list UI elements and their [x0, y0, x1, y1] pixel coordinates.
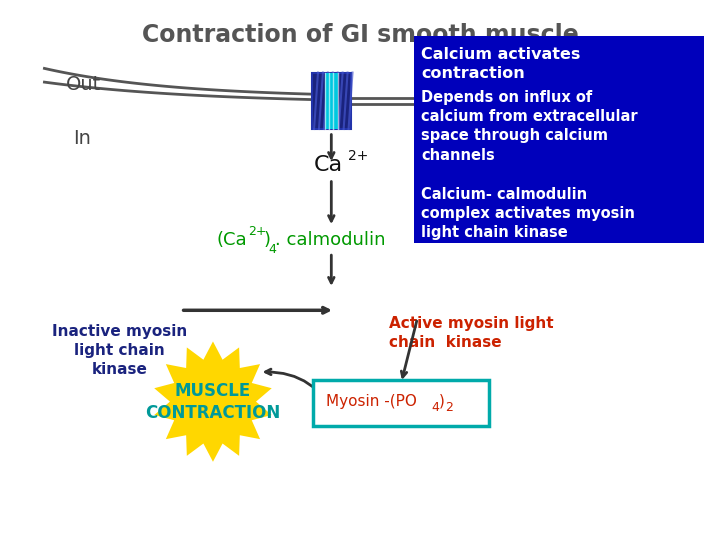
Text: Depends on influx of
calcium from extracellular
space through calcium
channels: Depends on influx of calcium from extrac… — [421, 90, 638, 163]
Text: Calcium- calmodulin
complex activates myosin
light chain kinase: Calcium- calmodulin complex activates my… — [421, 187, 635, 240]
Text: Myosin -(PO: Myosin -(PO — [325, 394, 416, 409]
Text: . calmodulin: . calmodulin — [275, 232, 386, 249]
Polygon shape — [154, 341, 271, 462]
Text: 2+: 2+ — [348, 148, 368, 163]
Text: ): ) — [264, 232, 270, 249]
Text: Contraction of GI smooth muscle: Contraction of GI smooth muscle — [142, 23, 578, 47]
FancyBboxPatch shape — [313, 380, 489, 426]
FancyBboxPatch shape — [325, 72, 338, 129]
Text: Active myosin light
chain  kinase: Active myosin light chain kinase — [389, 316, 553, 350]
FancyBboxPatch shape — [312, 72, 351, 129]
Text: (Ca: (Ca — [217, 232, 247, 249]
Text: 4: 4 — [432, 401, 440, 414]
Text: Calcium activates
contraction: Calcium activates contraction — [421, 47, 580, 81]
Text: Out: Out — [66, 75, 102, 94]
Text: 4: 4 — [268, 243, 276, 256]
Text: 2+: 2+ — [248, 225, 266, 238]
Text: 2: 2 — [445, 401, 452, 414]
Text: Inactive myosin
light chain
kinase: Inactive myosin light chain kinase — [52, 323, 187, 377]
Text: ): ) — [439, 394, 445, 409]
Text: MUSCLE
CONTRACTION: MUSCLE CONTRACTION — [145, 382, 281, 422]
Text: In: In — [73, 129, 91, 148]
Text: Ca: Ca — [313, 155, 343, 176]
FancyBboxPatch shape — [414, 36, 704, 243]
